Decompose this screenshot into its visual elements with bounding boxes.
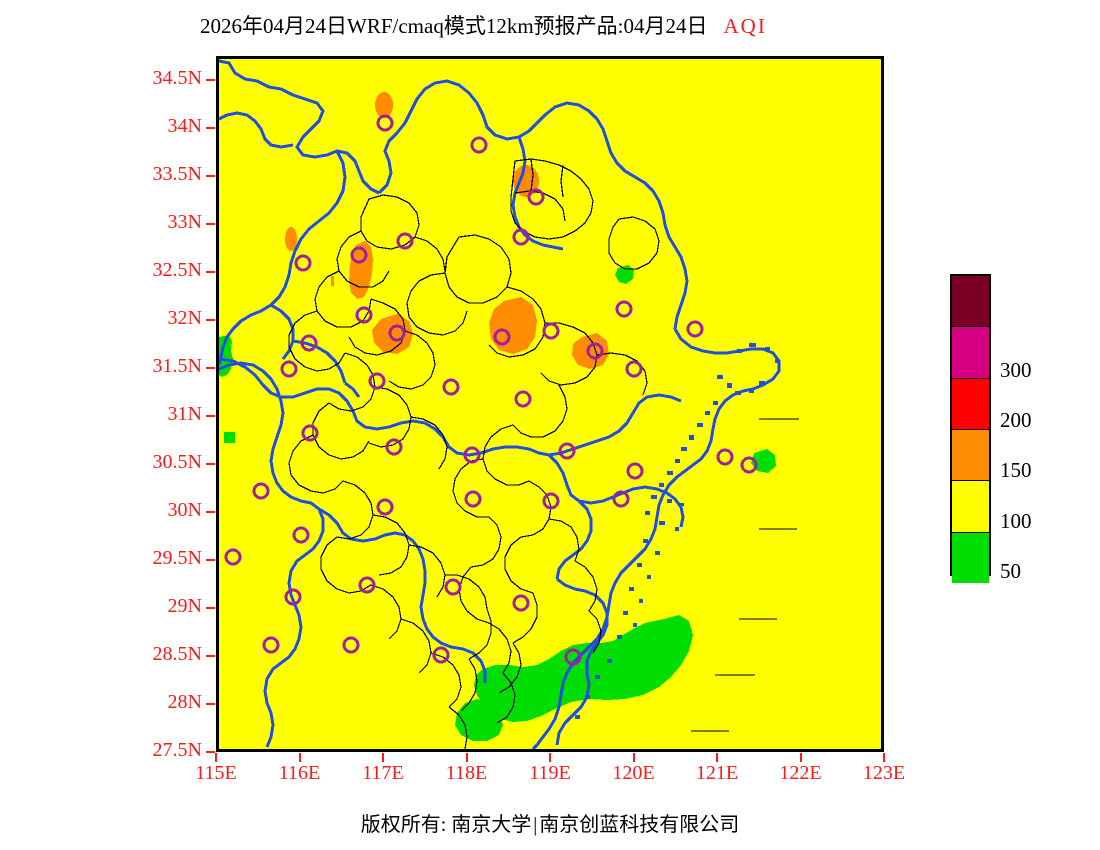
y-axis-tick-mark: [206, 463, 215, 465]
y-axis-tick-mark: [206, 751, 215, 753]
x-axis-tick-label: 118E: [445, 762, 488, 784]
footer-company-text: 南京创蓝科技有限公司: [539, 814, 740, 836]
y-axis-tick-label: 34N: [167, 115, 202, 137]
colorbar-tick-label: 200: [1000, 408, 1032, 432]
y-axis-tick-label: 29.5N: [152, 547, 202, 569]
map-graphic: [219, 59, 881, 749]
map-plot-area[interactable]: [216, 56, 884, 752]
x-axis-tick-label: 121E: [695, 762, 739, 784]
colorbar-tick-label: 50: [1000, 559, 1021, 583]
y-axis-tick-mark: [206, 703, 215, 705]
y-axis-tick-mark: [206, 223, 215, 225]
x-axis-tick-mark: [883, 753, 885, 762]
x-axis-tick-label: 115E: [195, 762, 237, 784]
colorbar-band: [952, 276, 989, 328]
y-axis-tick-label: 28N: [167, 691, 202, 713]
colorbar-band: [952, 378, 989, 430]
y-axis-tick-mark: [206, 319, 215, 321]
y-axis-tick-mark: [206, 175, 215, 177]
y-axis-tick-label: 30N: [167, 499, 202, 521]
y-axis-tick-label: 33.5N: [152, 163, 202, 185]
footer-copyright-text: 版权所有: 南京大学: [360, 814, 532, 836]
island-detail: [575, 343, 779, 719]
x-axis-tick-label: 117E: [362, 762, 404, 784]
colorbar-tick-label: 150: [1000, 458, 1032, 483]
footer-separator: |: [533, 814, 538, 836]
title-text: 2026年04月24日WRF/cmaq模式12km预报产品:04月24日: [200, 14, 708, 38]
y-axis-tick-label: 29N: [167, 595, 202, 617]
y-axis-tick-mark: [206, 127, 215, 129]
y-axis-tick-label: 28.5N: [152, 643, 202, 665]
y-axis-tick-label: 31N: [167, 403, 202, 425]
y-axis-tick-label: 27.5N: [152, 739, 202, 761]
city-markers[interactable]: [224, 114, 758, 666]
x-axis-tick-label: 116E: [278, 762, 321, 784]
title-variable: AQI: [723, 14, 767, 38]
x-axis-tick-label: 122E: [779, 762, 822, 784]
x-axis-tick-label: 123E: [862, 762, 906, 784]
colorbar-tick-label: 100: [1000, 508, 1032, 533]
colorbar-band: [952, 532, 989, 583]
colorbar-band: [952, 327, 989, 379]
y-axis-tick-label: 32N: [167, 307, 202, 329]
footer-copyright: 版权所有: 南京大学 | 南京创蓝科技有限公司: [0, 808, 1100, 837]
colorbar-band: [952, 429, 989, 482]
x-axis-tick-mark: [215, 753, 217, 762]
y-axis-tick-label: 32.5N: [152, 259, 202, 281]
y-axis-tick-mark: [206, 415, 215, 417]
y-axis-tick-label: 33N: [167, 211, 202, 233]
colorbar[interactable]: [950, 274, 991, 583]
y-axis-tick-label: 31.5N: [152, 355, 202, 377]
x-axis-tick-mark: [382, 753, 384, 762]
y-axis-tick-mark: [206, 367, 215, 369]
aqi-band-yellow-base: [219, 59, 881, 749]
y-axis-tick-mark: [206, 79, 215, 81]
x-axis-tick-mark: [716, 753, 718, 762]
x-axis-tick-mark: [799, 753, 802, 762]
x-axis-tick-mark: [632, 753, 635, 762]
y-axis-tick-mark: [206, 559, 215, 561]
colorbar-band: [952, 481, 989, 533]
y-axis-tick-label: 34.5N: [152, 67, 202, 89]
chart-title: 2026年04月24日WRF/cmaq模式12km预报产品:04月24日 AQI: [200, 10, 767, 40]
y-axis-tick-mark: [206, 655, 215, 657]
prefecture-boundaries: [288, 158, 799, 749]
y-axis-tick-mark: [206, 271, 215, 273]
x-axis-tick-mark: [549, 753, 551, 762]
x-axis-tick-mark: [298, 753, 301, 762]
x-axis-tick-label: 120E: [612, 762, 655, 784]
x-axis-tick-mark: [465, 753, 468, 762]
y-axis-tick-label: 30.5N: [152, 451, 202, 473]
y-axis-tick-mark: [206, 607, 215, 609]
colorbar-tick-label: 300: [1000, 357, 1032, 382]
x-axis-tick-label: 119E: [529, 762, 571, 784]
y-axis-tick-mark: [206, 511, 215, 513]
